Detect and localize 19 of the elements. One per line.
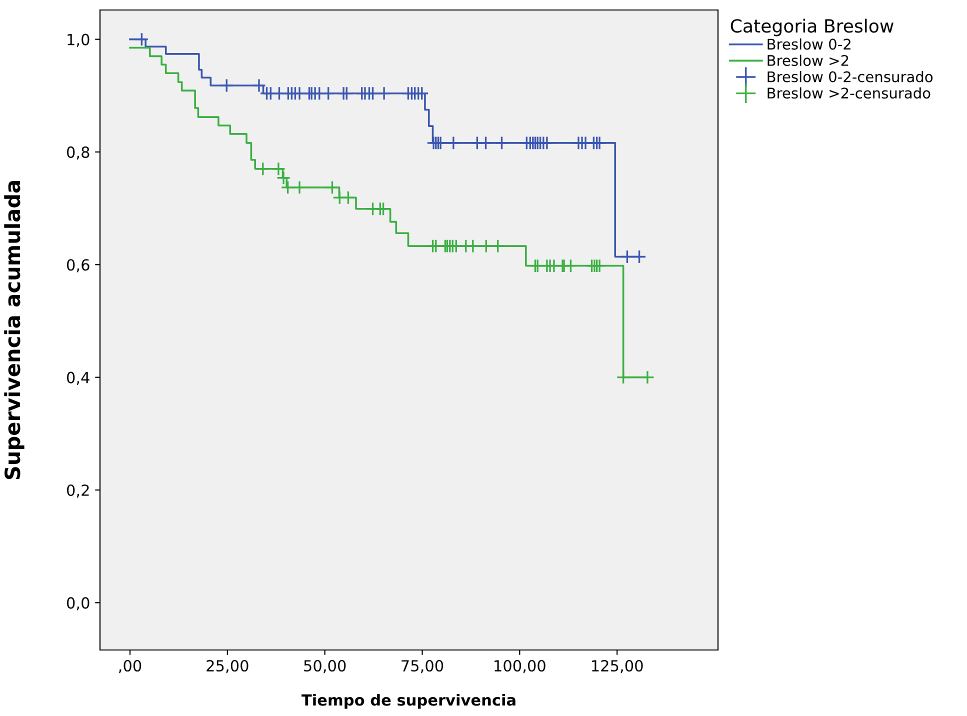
y-axis-title: Supervivencia acumulada [4, 181, 24, 480]
legend-label: Breslow 0-2 [768, 38, 850, 50]
x-tick-label: ,00 [119, 660, 142, 674]
x-tick-label: 50,00 [304, 660, 346, 674]
x-tick-label: 125,00 [592, 660, 643, 674]
legend-label: Breslow 0-2-censurado [768, 71, 933, 82]
x-axis-title: Tiempo de supervivencia [302, 694, 516, 709]
legend-label: Breslow >2-censurado [768, 87, 930, 99]
y-tick-label: 1,0 [68, 34, 90, 47]
y-tick-label: 0,4 [66, 372, 90, 385]
y-tick-label: 0,8 [66, 146, 90, 160]
y-tick-label: 0,0 [66, 597, 90, 610]
x-tick-label: 75,00 [402, 660, 444, 674]
x-tick-label: 100,00 [494, 660, 546, 674]
x-tick-label: 25,00 [206, 660, 248, 674]
legend-label: Breslow >2 [768, 54, 848, 66]
y-tick-label: 0,2 [66, 484, 89, 498]
legend-title: Categoria Breslow [730, 18, 894, 36]
y-tick-label: 0,6 [66, 259, 90, 272]
